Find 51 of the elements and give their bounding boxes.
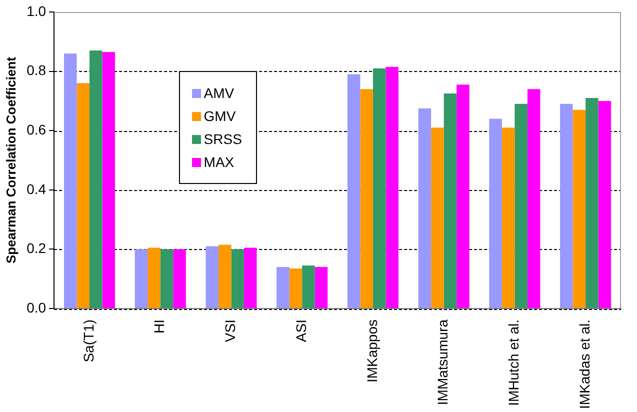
bar — [456, 84, 470, 308]
bar — [527, 89, 540, 308]
y-tick-label: 0.4 — [26, 180, 46, 197]
legend-label: MAX — [204, 154, 234, 170]
bar — [372, 68, 386, 308]
bar — [231, 249, 244, 308]
bar — [314, 267, 328, 308]
legend-label: GMV — [204, 108, 236, 124]
bar — [514, 104, 528, 308]
bar — [134, 249, 148, 308]
bar — [489, 118, 502, 308]
bar — [386, 66, 398, 308]
bar — [586, 98, 598, 308]
y-tick-label: 0.8 — [26, 62, 46, 78]
x-tick-label: HI — [151, 320, 168, 334]
x-tick-label: Sa(T1) — [80, 320, 96, 362]
bar — [560, 104, 573, 308]
x-tick-label: IMHutch et al. — [506, 320, 522, 406]
bar — [76, 83, 90, 308]
x-tick-label: ASI — [292, 320, 309, 342]
bar — [276, 267, 290, 308]
bar — [302, 266, 315, 308]
legend-label: SRSS — [204, 131, 242, 148]
bar — [598, 100, 612, 308]
bar — [444, 94, 457, 308]
y-tick-label: 1.0 — [26, 2, 46, 19]
bar — [347, 74, 360, 308]
x-tick-label: IMKadas et al. — [576, 320, 592, 410]
bar — [289, 268, 302, 308]
bar — [160, 249, 174, 308]
x-tick-label: VSI — [222, 320, 238, 342]
bar — [244, 248, 257, 308]
bar — [64, 54, 77, 308]
bar — [431, 128, 444, 308]
bar — [173, 249, 186, 308]
y-tick-label: 0.2 — [26, 240, 46, 256]
bar — [572, 110, 586, 308]
bar — [218, 244, 232, 308]
x-tick-label: IMMatsumura — [434, 319, 451, 406]
legend-label: AMV — [204, 85, 234, 102]
y-tick-label: 0.0 — [26, 299, 46, 316]
x-tick-label: IMKappos — [364, 320, 380, 383]
bar — [89, 50, 102, 308]
bar — [148, 248, 160, 308]
y-axis-title: Spearman Correlation Coefficient — [3, 56, 18, 264]
y-tick-label: 0.6 — [26, 121, 46, 138]
bar — [502, 128, 515, 308]
bar — [102, 52, 116, 308]
bar — [418, 108, 432, 308]
bar — [360, 89, 373, 308]
bar — [206, 246, 218, 308]
